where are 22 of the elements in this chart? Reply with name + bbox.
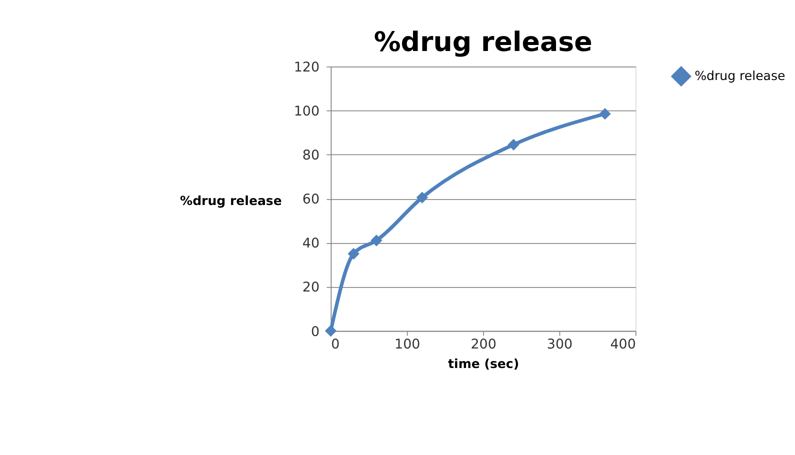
- x-tick-label: 100: [394, 337, 420, 352]
- legend-label: %drug release: [694, 68, 786, 83]
- y-tick-label: 100: [294, 104, 320, 120]
- point: [348, 248, 360, 260]
- chart-title: %drug release: [374, 27, 592, 58]
- x-tick-label: 400: [610, 337, 636, 352]
- point: [416, 192, 428, 204]
- x-tick-label: 0: [331, 337, 340, 352]
- y-tick-label: 40: [302, 236, 320, 252]
- y-tick-label: 80: [302, 148, 320, 164]
- x-tick-label: 200: [470, 337, 496, 352]
- y-tick-label: 0: [310, 324, 320, 340]
- y-tick-label: 20: [302, 280, 320, 296]
- point: [599, 108, 611, 120]
- y-tick-label: 60: [302, 192, 320, 208]
- point: [324, 325, 337, 337]
- x-axis-title: time (sec): [448, 356, 520, 372]
- y-axis-title: %drug release: [180, 192, 282, 208]
- point: [370, 234, 382, 246]
- point: [508, 138, 520, 151]
- y-tick-label: 120: [294, 60, 320, 76]
- x-tick-label: 300: [546, 337, 573, 352]
